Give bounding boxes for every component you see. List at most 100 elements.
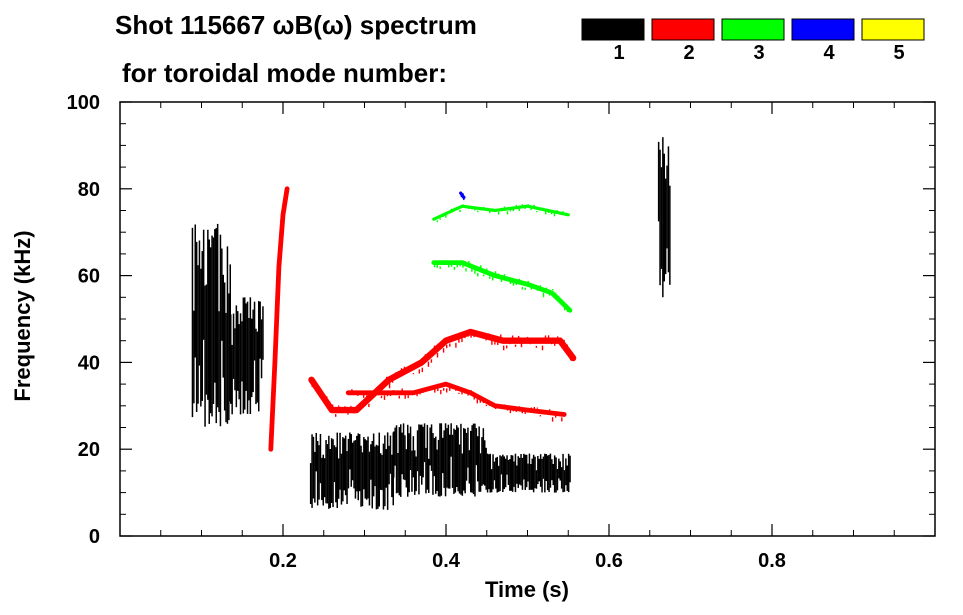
spectral-stroke: [566, 344, 568, 346]
spectral-stroke: [383, 383, 385, 388]
x-tick-label: 0.6: [595, 550, 623, 572]
spectral-stroke: [482, 335, 484, 339]
spectral-stroke: [565, 212, 567, 215]
spectral-stroke: [538, 458, 540, 482]
spectral-stroke: [507, 460, 510, 485]
spectral-stroke: [422, 391, 424, 393]
spectral-stroke: [456, 207, 458, 210]
spectral-stroke: [510, 455, 512, 491]
spectral-stroke: [368, 451, 371, 506]
spectral-stroke: [569, 357, 572, 361]
spectral-stroke: [381, 454, 383, 491]
spectral-stroke: [551, 417, 554, 422]
spectral-stroke: [323, 397, 325, 400]
spectral-stroke: [246, 301, 249, 414]
series-mode-1-burst-1: [230, 297, 264, 415]
spectral-stroke: [389, 435, 392, 474]
spectral-stroke: [354, 392, 356, 394]
spectral-stroke: [527, 407, 529, 412]
spectral-stroke: [219, 234, 222, 427]
spectral-stroke: [516, 465, 518, 484]
spectral-stroke: [432, 433, 434, 495]
spectral-stroke: [494, 271, 497, 275]
ticks: 0.2 0.4 0.6 0.8 0 20 40 60 80 100: [67, 92, 935, 572]
spectral-stroke: [428, 458, 430, 493]
spectral-stroke: [488, 404, 491, 406]
spectral-stroke: [222, 274, 224, 378]
spectral-stroke: [436, 449, 438, 491]
spectral-stroke: [320, 394, 322, 398]
spectral-stroke: [385, 449, 387, 488]
spectral-stroke: [559, 212, 561, 215]
spectral-stroke: [477, 210, 479, 213]
spectral-stroke: [520, 342, 523, 348]
spectral-stroke: [309, 463, 312, 504]
spectral-stroke: [191, 227, 194, 418]
spectral-stroke: [565, 458, 567, 486]
spectral-stroke: [340, 453, 343, 505]
spectral-stroke: [394, 427, 396, 466]
legend-swatch-3: [721, 18, 785, 41]
spectral-stroke: [462, 204, 464, 207]
series-mode-2-chirp-7: [345, 381, 567, 422]
spectral-stroke: [521, 409, 523, 414]
spectral-stroke: [486, 207, 488, 210]
spectral-stroke: [542, 456, 545, 479]
spectral-stroke: [412, 436, 415, 478]
spectral-stroke: [517, 335, 520, 340]
spectral-stroke: [436, 263, 438, 268]
spectral-stroke: [527, 204, 529, 207]
spectral-stroke: [346, 451, 348, 504]
data-layer: [191, 137, 671, 510]
spectral-stroke: [259, 301, 261, 359]
spectral-stroke: [416, 393, 418, 397]
spectral-stroke: [238, 324, 240, 400]
spectral-stroke: [197, 265, 199, 404]
spectral-stroke: [380, 395, 383, 399]
spectral-stroke: [440, 423, 443, 496]
spectral-stroke: [226, 246, 229, 424]
spectral-stroke: [325, 440, 327, 504]
chart-title-line2: for toroidal mode number:: [122, 58, 447, 88]
spectral-stroke: [545, 412, 548, 414]
spectral-stroke: [200, 268, 202, 407]
spectral-stroke: [371, 393, 374, 395]
x-tick-label: 0.4: [432, 550, 461, 572]
spectral-stroke: [459, 209, 461, 213]
spectral-stroke: [474, 423, 476, 497]
spectral-stroke: [419, 424, 422, 476]
spectral-stroke: [356, 405, 358, 407]
legend-label-3: 3: [753, 42, 764, 64]
spectral-stroke: [318, 445, 320, 500]
spectral-stroke: [521, 457, 524, 490]
spectral-stroke: [214, 229, 216, 383]
spectral-stroke: [512, 283, 515, 286]
spectral-stroke: [225, 312, 227, 423]
spectral-stroke: [468, 450, 471, 484]
spectral-stroke: [509, 459, 511, 491]
spectral-stroke: [391, 454, 393, 498]
spectral-stroke: [400, 368, 403, 372]
spectral-stroke: [555, 457, 557, 493]
spectral-stroke: [450, 263, 453, 267]
series-mode-3-chirp-10: [432, 204, 570, 223]
spectral-stroke: [465, 268, 467, 272]
spectral-stroke: [455, 387, 457, 391]
spectral-stroke: [374, 392, 377, 396]
spectral-stroke: [277, 290, 280, 296]
spectral-stroke: [541, 458, 543, 493]
spectral-stroke: [279, 256, 282, 259]
spectral-stroke: [422, 426, 424, 478]
spectral-stroke: [433, 345, 436, 352]
spectral-stroke: [388, 382, 391, 389]
chirp-line: [431, 260, 573, 313]
spectral-stroke: [513, 461, 515, 487]
spectral-stroke: [563, 470, 566, 492]
spectral-stroke: [474, 207, 476, 211]
spectral-stroke: [348, 391, 350, 395]
spectral-stroke: [553, 455, 556, 493]
series-mode-4-chirp-11: [459, 191, 466, 201]
spectral-stroke: [480, 208, 482, 211]
spectral-stroke: [424, 354, 426, 360]
spectral-stroke: [477, 436, 479, 482]
